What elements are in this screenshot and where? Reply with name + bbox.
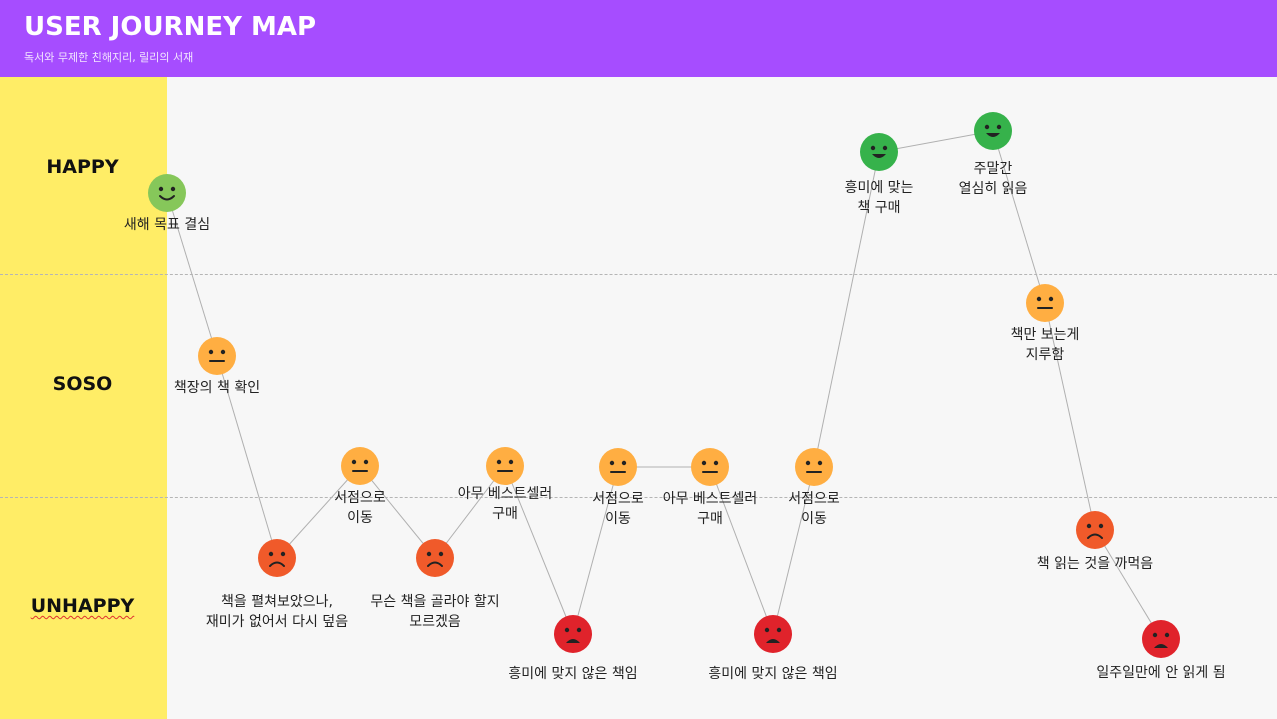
connector-line bbox=[359, 465, 436, 559]
mood-soso-icon bbox=[795, 448, 833, 486]
connector-line bbox=[434, 465, 506, 559]
connector-line bbox=[572, 466, 619, 635]
step-label: 아무 베스트셀러 구매 bbox=[662, 491, 758, 527]
mood-soso-icon bbox=[198, 337, 236, 375]
mood-soso-icon bbox=[691, 448, 729, 486]
mood-soso-icon bbox=[341, 447, 379, 485]
mood-happy-strong-icon bbox=[860, 133, 898, 171]
step-label: 책을 펼쳐보았으나, 재미가 없어서 다시 덮음 bbox=[205, 594, 349, 630]
step-label: 서점으로 이동 bbox=[788, 491, 840, 527]
connector-line bbox=[276, 465, 361, 559]
mood-very-unhappy-icon bbox=[754, 615, 792, 653]
connector-line bbox=[1094, 529, 1162, 640]
lane-divider-happy-soso bbox=[0, 274, 1277, 275]
connector-line bbox=[813, 151, 880, 468]
header-bar: USER JOURNEY MAP 독서와 무제한 친해지리, 릴리의 서재 bbox=[0, 0, 1277, 77]
connector-line bbox=[709, 466, 774, 635]
mood-happy-light-icon bbox=[148, 174, 186, 212]
connector-line bbox=[504, 465, 574, 635]
lane-sidebar bbox=[0, 77, 167, 719]
lane-label-happy: HAPPY bbox=[46, 156, 119, 178]
mood-unhappy-icon bbox=[1076, 511, 1114, 549]
step-label: 새해 목표 결심 bbox=[123, 217, 211, 233]
mood-soso-icon bbox=[599, 448, 637, 486]
step-label: 책장의 책 확인 bbox=[173, 380, 261, 396]
page-title: USER JOURNEY MAP bbox=[24, 12, 317, 42]
step-label: 무슨 책을 골라야 할지 모르겠음 bbox=[370, 594, 500, 630]
step-label: 주말간 열심히 읽음 bbox=[958, 161, 1028, 197]
connector-line bbox=[992, 130, 1046, 304]
lane-divider-soso-unhappy bbox=[0, 497, 1277, 498]
step-label: 일주일만에 안 읽게 됨 bbox=[1096, 665, 1226, 681]
mood-soso-icon bbox=[1026, 284, 1064, 322]
step-label: 아무 베스트셀러 구매 bbox=[457, 486, 553, 522]
step-label: 흥미에 맞지 않은 책임 bbox=[708, 666, 838, 682]
connector-line bbox=[166, 192, 218, 357]
connector-line bbox=[1044, 302, 1096, 531]
mood-soso-icon bbox=[486, 447, 524, 485]
step-label: 흥미에 맞지 않은 책임 bbox=[508, 666, 638, 682]
connector-line bbox=[878, 130, 994, 153]
connector-line bbox=[772, 466, 815, 635]
connector-line bbox=[216, 355, 278, 559]
mood-unhappy-icon bbox=[258, 539, 296, 577]
lane-label-soso: SOSO bbox=[52, 373, 113, 395]
mood-happy-strong-icon bbox=[974, 112, 1012, 150]
step-label: 흥미에 맞는 책 구매 bbox=[844, 180, 914, 216]
mood-very-unhappy-icon bbox=[554, 615, 592, 653]
mood-very-unhappy-icon bbox=[1142, 620, 1180, 658]
step-label: 서점으로 이동 bbox=[592, 491, 644, 527]
page-subtitle: 독서와 무제한 친해지리, 릴리의 서재 bbox=[24, 51, 194, 64]
lane-label-unhappy: UNHAPPY bbox=[30, 595, 135, 617]
step-label: 책만 보는게 지루함 bbox=[1010, 327, 1080, 363]
mood-unhappy-icon bbox=[416, 539, 454, 577]
step-label: 서점으로 이동 bbox=[334, 490, 386, 526]
step-label: 책 읽는 것을 까먹음 bbox=[1036, 556, 1154, 572]
